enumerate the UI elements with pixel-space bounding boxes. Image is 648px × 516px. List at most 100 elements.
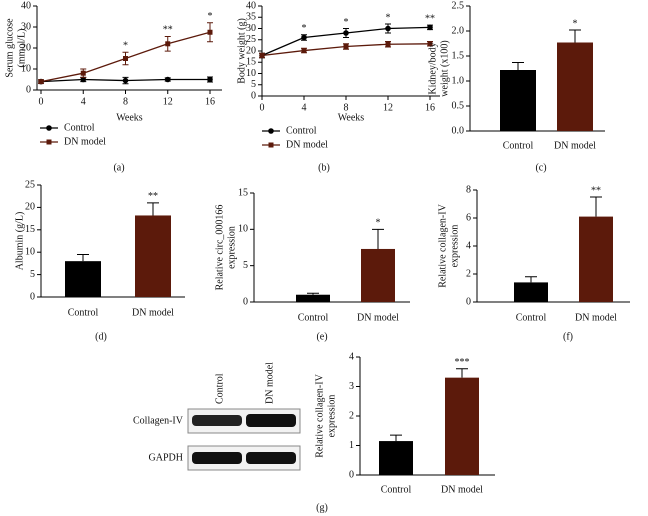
error-bar	[569, 29, 581, 43]
error-bar	[77, 253, 89, 262]
y-tick-label: 10	[238, 224, 248, 235]
y-tick-label: 0.0	[452, 125, 465, 136]
significance: *	[302, 23, 307, 34]
y-tick-label: 0	[243, 296, 248, 307]
bar	[65, 261, 101, 297]
y-tick-label: 6	[466, 212, 471, 223]
y-tick-label: 20	[246, 45, 256, 56]
y-tick-label: 35	[246, 12, 256, 23]
x-tick-label: DN model	[132, 307, 174, 318]
bar	[135, 215, 171, 297]
y-tick-label: 8	[466, 184, 471, 195]
legend-marker	[46, 139, 52, 145]
y-tick-label: 0	[349, 469, 354, 480]
y-tick-label: 10	[25, 246, 35, 257]
error-bar	[456, 368, 468, 378]
y-tick-label: 30	[246, 23, 256, 34]
bar	[379, 441, 413, 475]
marker	[301, 48, 307, 54]
error-bar	[147, 202, 159, 216]
bar	[445, 377, 479, 475]
panel: 0 5 10 15 20 25 Albumin (g/L) (d) Control DN mode…	[14, 179, 185, 342]
significance: *	[386, 12, 391, 23]
y-tick-label: 1	[349, 440, 354, 451]
panel: 0 5 10 15 Relative circ_000166 expression (e) C…	[214, 187, 410, 342]
legend-marker	[268, 142, 274, 148]
legend-label: Control	[64, 122, 95, 133]
marker	[122, 77, 129, 84]
y-axis-label: expression	[326, 395, 337, 438]
blot-band	[246, 414, 296, 427]
bar	[557, 42, 593, 131]
significance: ***	[455, 357, 470, 368]
y-tick-label: 40	[246, 0, 256, 11]
y-axis-label: Relative collagen-IV	[314, 373, 325, 457]
y-axis-label: Relative circ_000166	[214, 205, 225, 291]
lane-label: Control	[214, 373, 225, 404]
x-tick-label: Control	[381, 484, 412, 495]
significance: *	[376, 218, 381, 229]
y-tick-label: 1.5	[452, 50, 465, 61]
y-tick-label: 0	[30, 291, 35, 302]
marker	[207, 29, 213, 35]
y-axis-label: expression	[226, 226, 237, 269]
y-axis-label: Relative collagen-IV	[437, 203, 448, 287]
error-bar	[390, 434, 402, 442]
panel-label: (e)	[316, 331, 327, 342]
x-tick-label: 16	[205, 96, 215, 107]
y-tick-label: 15	[25, 224, 35, 235]
y-tick-label: 25	[246, 34, 256, 45]
y-tick-label: 2	[349, 410, 354, 421]
x-axis-label: Weeks	[116, 112, 143, 123]
row-label: Collagen-IV	[133, 415, 184, 426]
significance: **	[163, 25, 173, 36]
marker	[38, 79, 44, 85]
y-axis-label: Serum glucose	[4, 18, 15, 78]
panel-label: (g)	[316, 502, 328, 513]
y-tick-label: 0	[26, 84, 31, 95]
y-tick-label: 0	[466, 296, 471, 307]
y-axis-label: Albumin (g/L)	[14, 212, 25, 271]
x-tick-label: 16	[425, 102, 435, 113]
panel-label: (a)	[113, 162, 124, 173]
bar	[296, 294, 330, 302]
y-tick-label: 10	[21, 63, 31, 74]
panel: 0.0 0.5 1.0 1.5 2.0 2.5 Kidney/body weight (x10…	[427, 0, 605, 173]
y-axis-label: (mmol/L)	[16, 29, 27, 68]
y-tick-label: 15	[246, 57, 256, 68]
blot-band	[192, 415, 242, 426]
x-tick-label: 12	[383, 102, 393, 113]
marker	[165, 41, 171, 47]
western-blot: Control DN model Collagen-IV GAPDH	[133, 362, 301, 471]
panel-label: (b)	[318, 162, 330, 173]
significance: *	[573, 18, 578, 29]
bar	[579, 216, 613, 302]
y-tick-label: 4	[466, 240, 471, 251]
row-label: GAPDH	[149, 452, 183, 463]
marker	[427, 24, 433, 31]
marker	[385, 25, 391, 32]
error-bar	[590, 196, 602, 217]
y-tick-label: 40	[21, 0, 31, 11]
x-axis-label: Weeks	[338, 112, 365, 123]
marker	[123, 56, 128, 61]
significance: *	[344, 17, 349, 28]
panel-label: (f)	[563, 331, 573, 342]
x-tick-label: 0	[260, 102, 265, 113]
panel: 0 1 2 3 4 Relative collagen-IV expression (g) Co…	[314, 351, 495, 513]
significance: *	[123, 40, 128, 51]
marker	[427, 41, 433, 47]
y-tick-label: 25	[25, 179, 35, 190]
error-bar	[512, 62, 524, 70]
y-tick-label: 1.0	[452, 75, 465, 86]
blot-band	[246, 452, 296, 464]
x-tick-label: DN model	[357, 312, 399, 323]
error-bar	[525, 276, 537, 283]
y-tick-label: 10	[246, 68, 256, 79]
y-tick-label: 30	[21, 21, 31, 32]
x-tick-label: Control	[68, 307, 99, 318]
x-tick-label: 8	[344, 102, 349, 113]
